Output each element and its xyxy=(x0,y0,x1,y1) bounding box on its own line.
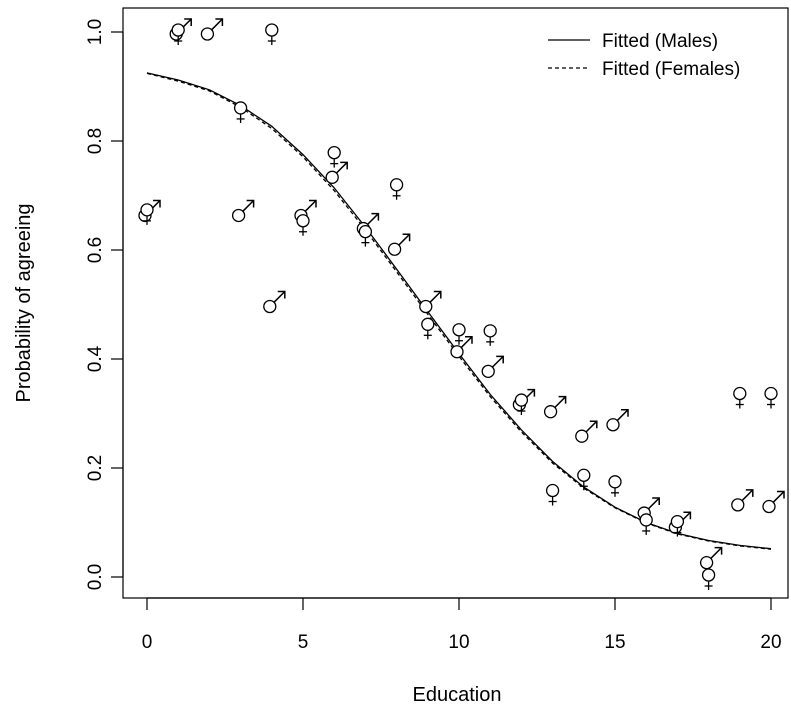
legend: Fitted (Males) Fitted (Females) xyxy=(548,31,740,80)
y-tick-label: 0.4 xyxy=(85,345,106,372)
female-point xyxy=(327,145,341,168)
y-tick-label: 0.2 xyxy=(85,455,106,481)
y-tick-label: 0.0 xyxy=(85,564,106,590)
female-point xyxy=(358,224,373,247)
y-axis: 0.0 0.2 0.4 0.6 0.8 1.0 xyxy=(85,19,124,590)
female-point xyxy=(233,101,248,123)
y-tick-label: 1.0 xyxy=(85,19,106,45)
male-point xyxy=(762,490,785,514)
female-point xyxy=(483,324,497,346)
x-axis: 0 5 10 15 20 xyxy=(142,597,782,653)
y-axis-label: Probability of agreeing xyxy=(13,203,35,402)
female-point xyxy=(296,214,310,236)
female-point xyxy=(608,475,622,497)
y-tick-label: 0.8 xyxy=(85,128,106,154)
fitted-lines xyxy=(146,72,772,550)
female-point xyxy=(140,203,154,225)
x-tick-label: 0 xyxy=(142,632,153,653)
y-tick-label: 0.6 xyxy=(85,237,106,263)
legend-label-males: Fitted (Males) xyxy=(602,31,718,52)
x-tick-label: 20 xyxy=(760,632,781,653)
male-point xyxy=(263,290,286,314)
female-point xyxy=(265,23,279,45)
male-point xyxy=(606,409,629,432)
male-point xyxy=(543,395,567,419)
male-point xyxy=(387,233,411,256)
female-point xyxy=(577,468,591,491)
female-point xyxy=(670,514,685,537)
fitted-line-males xyxy=(146,72,772,550)
male-point xyxy=(450,335,473,359)
male-point xyxy=(231,199,255,223)
male-point xyxy=(731,489,754,512)
female-point xyxy=(733,386,747,409)
x-tick-label: 10 xyxy=(448,632,469,653)
male-point xyxy=(419,290,442,314)
legend-label-females: Fitted (Females) xyxy=(602,59,740,80)
female-point xyxy=(452,323,466,345)
male-point xyxy=(575,420,598,443)
female-point xyxy=(171,23,185,45)
male-point xyxy=(200,18,224,41)
male-point xyxy=(325,161,348,184)
female-point xyxy=(514,393,529,416)
male-point xyxy=(699,546,723,570)
female-point xyxy=(701,568,716,590)
female-point xyxy=(764,386,778,409)
fitted-line-females xyxy=(146,72,772,550)
x-axis-label: Education xyxy=(413,684,502,706)
male-point xyxy=(481,355,504,379)
female-point xyxy=(389,178,404,200)
female-point xyxy=(545,483,560,506)
x-tick-label: 5 xyxy=(298,632,309,653)
female-point xyxy=(639,513,653,535)
female-point xyxy=(421,317,435,340)
data-points xyxy=(138,18,785,590)
x-tick-label: 15 xyxy=(604,632,625,653)
